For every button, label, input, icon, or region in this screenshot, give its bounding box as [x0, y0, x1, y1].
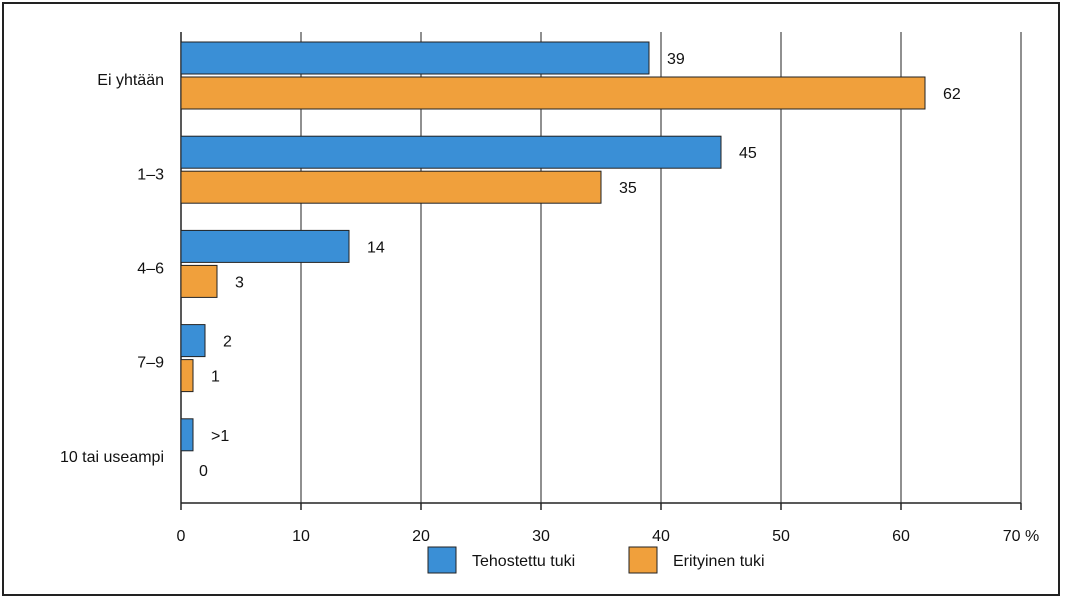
bar-erityinen-tuki	[180, 264, 218, 298]
data-label: 45	[739, 145, 757, 162]
category-label: 7–9	[137, 355, 164, 372]
data-label: 35	[619, 180, 637, 197]
bar-tehostettu-tuki	[180, 418, 194, 452]
x-tick-label: 20	[412, 528, 430, 545]
bar-erityinen-tuki	[180, 76, 926, 110]
bar-tehostettu-tuki	[180, 324, 206, 358]
bar-erityinen-tuki	[180, 359, 194, 393]
legend-swatch	[427, 546, 457, 574]
legend-label: Erityinen tuki	[673, 553, 765, 570]
category-label: 4–6	[137, 261, 164, 278]
data-label: 39	[667, 51, 685, 68]
legend-swatch	[628, 546, 658, 574]
x-tick-label: 40	[652, 528, 670, 545]
data-label: 2	[223, 334, 232, 351]
category-label: 10 tai useampi	[60, 449, 164, 466]
data-label: 3	[235, 274, 244, 291]
data-label: 62	[943, 86, 961, 103]
x-tick-label: 10	[292, 528, 310, 545]
x-tick-label: 0	[177, 528, 186, 545]
x-tick-label: 70 %	[1003, 528, 1039, 545]
x-tick-label: 60	[892, 528, 910, 545]
x-tick-label: 30	[532, 528, 550, 545]
bar-tehostettu-tuki	[180, 41, 650, 75]
bar-tehostettu-tuki	[180, 229, 350, 263]
data-label: >1	[211, 428, 229, 445]
data-label: 1	[211, 369, 220, 386]
data-label: 14	[367, 239, 385, 256]
data-label: 0	[199, 463, 208, 480]
category-label: 1–3	[137, 166, 164, 183]
category-label: Ei yhtään	[97, 72, 164, 89]
bar-erityinen-tuki	[180, 170, 602, 204]
legend-label: Tehostettu tuki	[472, 553, 575, 570]
x-tick-label: 50	[772, 528, 790, 545]
bar-tehostettu-tuki	[180, 135, 722, 169]
